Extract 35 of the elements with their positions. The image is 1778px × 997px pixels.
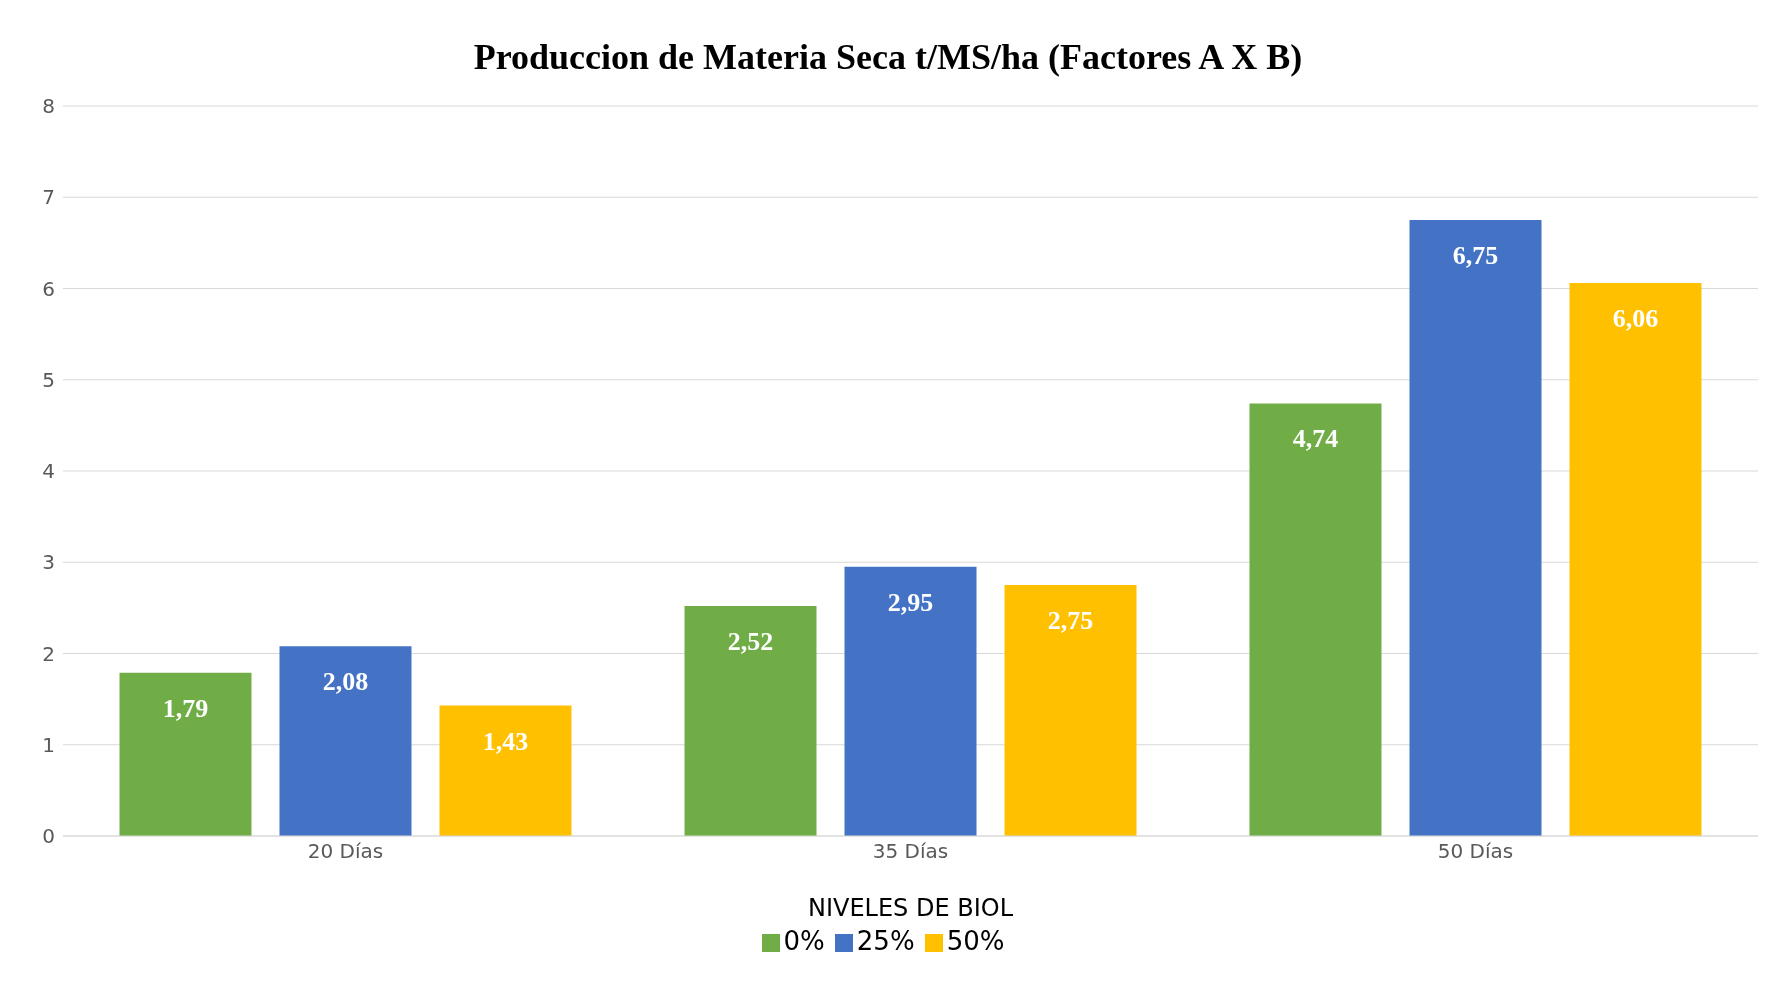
data-label: 1,43 bbox=[482, 726, 529, 756]
y-tick-label: 3 bbox=[42, 550, 55, 575]
legend-label: 0% bbox=[783, 926, 825, 956]
bar bbox=[119, 672, 252, 836]
x-tick-label: 35 Días bbox=[872, 839, 949, 864]
data-label: 6,06 bbox=[1612, 304, 1659, 334]
chart-title: Produccion de Materia Seca t/MS/ha (Factores A X B) bbox=[472, 36, 1304, 79]
bar bbox=[1249, 403, 1382, 836]
bar bbox=[684, 606, 817, 836]
bar bbox=[439, 705, 572, 836]
y-tick-label: 6 bbox=[42, 276, 55, 301]
x-tick-label: 20 Días bbox=[307, 839, 384, 864]
bar bbox=[1409, 220, 1542, 836]
data-label: 2,08 bbox=[322, 667, 369, 697]
x-tick-label: 50 Días bbox=[1437, 839, 1514, 864]
data-label: 6,75 bbox=[1452, 241, 1499, 271]
y-tick-label: 2 bbox=[42, 641, 55, 666]
y-tick-label: 8 bbox=[42, 94, 55, 119]
y-tick-label: 5 bbox=[42, 367, 55, 392]
bar bbox=[1569, 283, 1702, 836]
y-tick-label: 4 bbox=[42, 459, 55, 484]
data-label: 2,75 bbox=[1047, 606, 1094, 636]
legend-label: 25% bbox=[856, 926, 915, 956]
data-label: 2,95 bbox=[887, 587, 934, 617]
legend-label: 50% bbox=[946, 926, 1005, 956]
bar bbox=[279, 646, 412, 836]
y-tick-label: 0 bbox=[42, 824, 55, 849]
y-tick-label: 1 bbox=[42, 732, 55, 757]
y-tick-label: 7 bbox=[42, 185, 55, 210]
data-label: 1,79 bbox=[162, 693, 209, 723]
x-axis-title: NIVELES DE BIOL bbox=[807, 894, 1014, 922]
bar bbox=[844, 566, 977, 836]
data-label: 2,52 bbox=[727, 627, 774, 657]
bar bbox=[1004, 585, 1137, 836]
data-label: 4,74 bbox=[1292, 424, 1339, 454]
